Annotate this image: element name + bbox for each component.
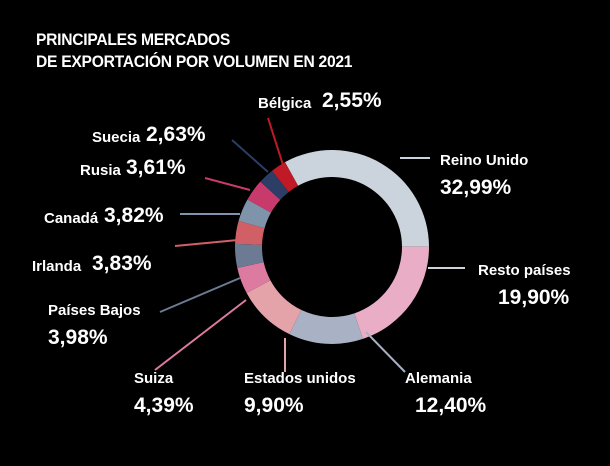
slice-suiza	[237, 262, 271, 294]
slice-value-label: 19,90%	[498, 286, 570, 309]
slice-name-label: Bélgica	[258, 95, 312, 112]
slice-name-label: Suecia	[92, 129, 141, 146]
slice-name-label: Países Bajos	[48, 302, 141, 319]
leader-line	[365, 331, 406, 373]
leader-line	[204, 177, 251, 191]
slice-name-label: Estados unidos	[244, 370, 356, 387]
slice-name-label: Irlanda	[32, 258, 82, 275]
slice-estados-unidos	[246, 280, 302, 335]
slice-value-label: 3,61%	[126, 156, 186, 179]
slice-irlanda	[235, 220, 265, 245]
slice-suecia	[260, 170, 289, 200]
slice-alemania	[289, 309, 363, 344]
slice-name-label: Rusia	[80, 162, 121, 179]
slice-name-label: Resto países	[478, 262, 571, 279]
slice-name-label: Canadá	[44, 210, 99, 227]
slice-value-label: 2,63%	[146, 123, 206, 146]
slice-value-label: 3,82%	[104, 204, 164, 227]
slice-países-bajos	[235, 243, 264, 269]
slice-value-label: 32,99%	[440, 176, 512, 199]
leader-line	[174, 239, 239, 247]
slice-canadá	[238, 199, 271, 229]
slice-value-label: 9,90%	[244, 394, 304, 417]
leader-line	[154, 299, 247, 371]
slice-value-label: 2,55%	[322, 89, 382, 112]
slice-name-label: Reino Unido	[440, 152, 529, 169]
slice-value-label: 3,83%	[92, 252, 152, 275]
chart-title-line2: DE EXPORTACIÓN POR VOLUMEN EN 2021	[36, 52, 353, 71]
slice-value-label: 3,98%	[48, 326, 108, 349]
slice-name-label: Suiza	[134, 370, 174, 387]
slice-resto-países	[354, 246, 429, 339]
slice-bélgica	[272, 162, 299, 192]
leader-line	[159, 277, 241, 313]
chart-title-line1: PRINCIPALES MERCADOS	[36, 30, 231, 49]
slice-value-label: 4,39%	[134, 394, 194, 417]
leader-line	[267, 117, 285, 169]
slice-name-label: Alemania	[405, 370, 472, 387]
slice-rusia	[247, 181, 281, 213]
slice-value-label: 12,40%	[415, 394, 487, 417]
leader-line	[231, 139, 269, 173]
slice-reino-unido	[284, 150, 429, 247]
